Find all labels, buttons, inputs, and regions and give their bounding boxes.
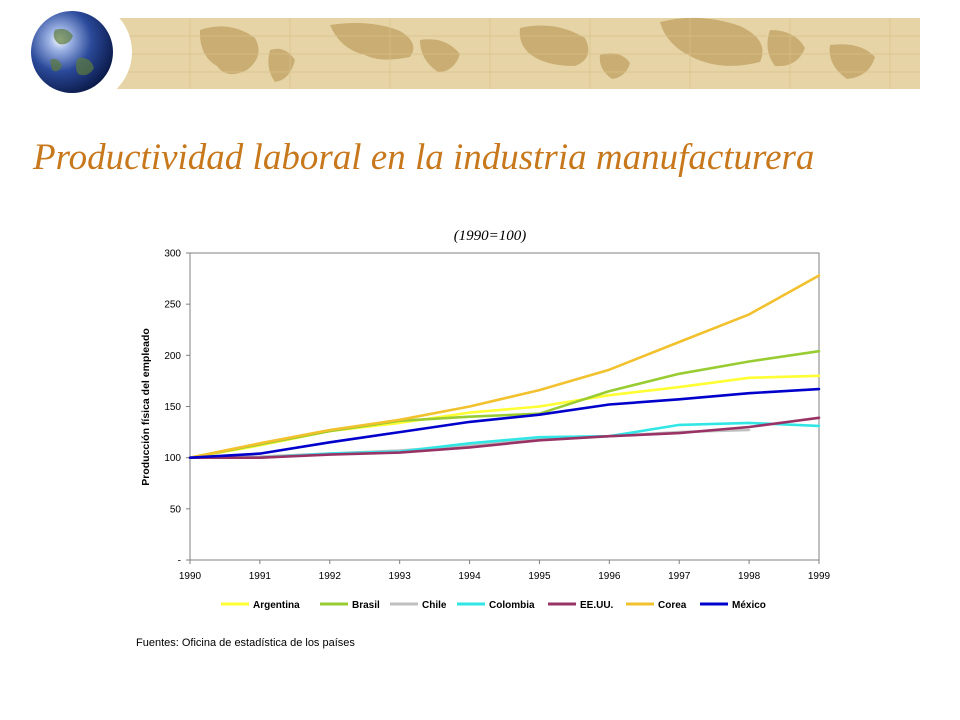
y-tick-label: 300 [164, 249, 181, 260]
plot-area [189, 252, 820, 561]
series-line-corea [188, 274, 821, 460]
legend-label: México [732, 600, 766, 611]
y-tick-label: 50 [170, 504, 182, 515]
x-tick-label: 1991 [249, 571, 272, 582]
series-line-m-xico [188, 387, 821, 460]
header-banner [28, 0, 920, 100]
legend-label: Colombia [489, 600, 535, 611]
series-line-argentina [188, 374, 821, 460]
legend-label: Argentina [253, 600, 300, 611]
slide-title: Productividad laboral en la industria ma… [33, 137, 815, 178]
x-tick-label: 1992 [319, 571, 342, 582]
map-grid [95, 18, 920, 89]
globe-continents [50, 28, 94, 76]
y-tick-label: 100 [164, 453, 181, 464]
x-tick-label: 1996 [598, 571, 621, 582]
y-axis-label: Producción física del empleado [140, 328, 152, 486]
globe-icon [31, 11, 113, 93]
legend-label: Brasil [352, 600, 380, 611]
y-tick-label: 150 [164, 402, 181, 413]
x-tick-label: 1997 [668, 571, 691, 582]
legend-label: EE.UU. [580, 600, 614, 611]
x-tick-label: 1990 [179, 571, 202, 582]
chart-subtitle: (1990=100) [454, 228, 527, 244]
x-tick-label: 1993 [389, 571, 412, 582]
source-note: Fuentes: Oficina de estadística de los p… [136, 637, 355, 649]
x-tick-label: 1998 [738, 571, 761, 582]
y-tick-label: 200 [164, 351, 181, 362]
x-tick-label: 1999 [808, 571, 831, 582]
y-tick-label: 250 [164, 300, 181, 311]
legend-label: Chile [422, 600, 447, 611]
series-line-ee-uu [188, 416, 821, 460]
y-tick-label: - [178, 556, 181, 567]
legend-label: Corea [658, 600, 687, 611]
x-tick-label: 1995 [528, 571, 551, 582]
x-tick-label: 1994 [458, 571, 481, 582]
